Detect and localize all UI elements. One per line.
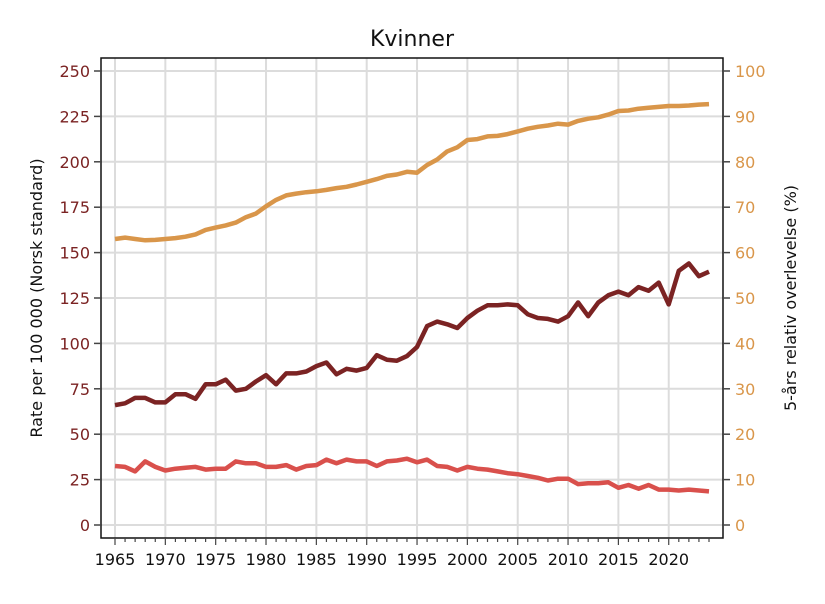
series-line-insidens [115, 264, 709, 406]
y-tick-label-left: 100 [59, 334, 90, 353]
x-tick-label: 1965 [95, 550, 136, 569]
x-tick-label: 2005 [497, 550, 538, 569]
y-tick-label-left: 175 [59, 198, 90, 217]
y-tick-label-right: 90 [735, 107, 755, 126]
x-tick-label: 1970 [145, 550, 186, 569]
x-tick-label: 1980 [246, 550, 287, 569]
x-tick-label: 1975 [195, 550, 236, 569]
x-tick-label: 2015 [598, 550, 639, 569]
y-tick-label-left: 75 [70, 380, 90, 399]
y-tick-label-right: 100 [735, 62, 766, 81]
x-tick-label: 1995 [397, 550, 438, 569]
y-tick-label-right: 40 [735, 334, 755, 353]
y-tick-label-left: 200 [59, 153, 90, 172]
y-tick-label-right: 0 [735, 516, 745, 535]
y-tick-label-left: 0 [80, 516, 90, 535]
y-tick-label-left: 225 [59, 107, 90, 126]
x-tick-label: 1985 [296, 550, 337, 569]
y-tick-label-right: 60 [735, 244, 755, 263]
y-tick-label-left: 150 [59, 244, 90, 263]
y-tick-label-right: 20 [735, 425, 755, 444]
y-tick-label-right: 30 [735, 380, 755, 399]
y-axis-label-left: Rate per 100 000 (Norsk standard) [27, 158, 46, 437]
y-tick-label-right: 10 [735, 471, 755, 490]
y-tick-label-right: 50 [735, 289, 755, 308]
x-tick-label: 2020 [648, 550, 689, 569]
y-tick-label-left: 50 [70, 425, 90, 444]
y-tick-label-left: 125 [59, 289, 90, 308]
y-tick-label-right: 80 [735, 153, 755, 172]
x-tick-label: 2010 [548, 550, 589, 569]
y-tick-label-left: 250 [59, 62, 90, 81]
y-tick-label-right: 70 [735, 198, 755, 217]
x-tick-label: 2000 [447, 550, 488, 569]
y-tick-label-left: 25 [70, 471, 90, 490]
series-line-overlevelse [115, 104, 709, 240]
x-tick-label: 1990 [346, 550, 387, 569]
y-axis-label-right: 5-års relativ overlevelse (%) [781, 185, 800, 411]
chart-title: Kvinner [370, 27, 455, 52]
series-line-dødelighet [115, 459, 709, 492]
